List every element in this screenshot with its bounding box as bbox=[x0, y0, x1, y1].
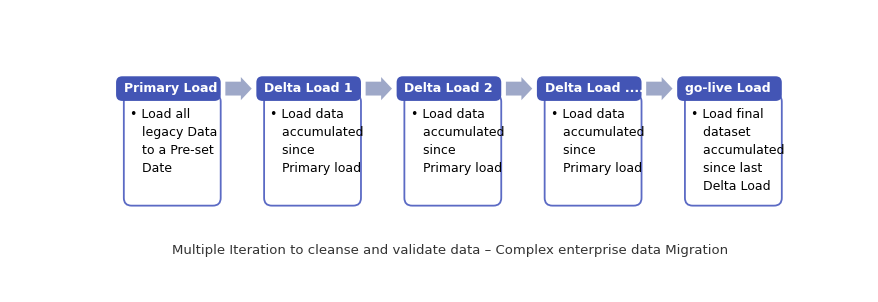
FancyBboxPatch shape bbox=[263, 94, 361, 206]
Polygon shape bbox=[365, 77, 392, 100]
Text: • Load data
   accumulated
   since
   Primary load: • Load data accumulated since Primary lo… bbox=[270, 108, 363, 175]
Text: • Load final
   dataset
   accumulated
   since last
   Delta Load: • Load final dataset accumulated since l… bbox=[690, 108, 784, 193]
Text: go-live Load: go-live Load bbox=[684, 82, 770, 95]
Text: Delta Load 2: Delta Load 2 bbox=[404, 82, 493, 95]
FancyBboxPatch shape bbox=[676, 76, 781, 101]
Text: Delta Load ....: Delta Load .... bbox=[544, 82, 643, 95]
Polygon shape bbox=[645, 77, 672, 100]
Text: Multiple Iteration to cleanse and validate data – Complex enterprise data Migrat: Multiple Iteration to cleanse and valida… bbox=[172, 244, 728, 257]
FancyBboxPatch shape bbox=[124, 94, 220, 206]
Text: Delta Load 1: Delta Load 1 bbox=[263, 82, 352, 95]
Polygon shape bbox=[225, 77, 251, 100]
FancyBboxPatch shape bbox=[684, 94, 781, 206]
Text: • Load data
   accumulated
   since
   Primary load: • Load data accumulated since Primary lo… bbox=[410, 108, 503, 175]
FancyBboxPatch shape bbox=[116, 76, 220, 101]
FancyBboxPatch shape bbox=[256, 76, 361, 101]
FancyBboxPatch shape bbox=[396, 76, 500, 101]
Text: • Load data
   accumulated
   since
   Primary load: • Load data accumulated since Primary lo… bbox=[551, 108, 644, 175]
FancyBboxPatch shape bbox=[544, 94, 641, 206]
Text: Primary Load: Primary Load bbox=[124, 82, 217, 95]
Polygon shape bbox=[506, 77, 532, 100]
Text: • Load all
   legacy Data
   to a Pre-set
   Date: • Load all legacy Data to a Pre-set Date bbox=[130, 108, 217, 175]
FancyBboxPatch shape bbox=[536, 76, 641, 101]
FancyBboxPatch shape bbox=[404, 94, 500, 206]
